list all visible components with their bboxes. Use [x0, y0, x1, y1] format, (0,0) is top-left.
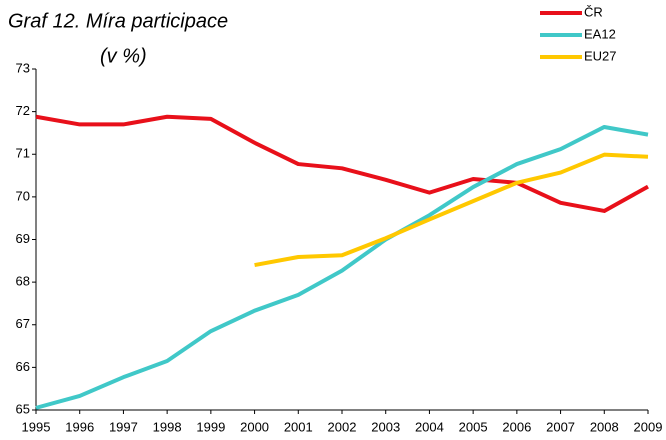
series-line: [35, 124, 649, 410]
x-tick-label: 2004: [415, 419, 444, 434]
x-tick-label: 2003: [371, 419, 400, 434]
x-tick-label: 2007: [546, 419, 575, 434]
x-tick-label: 2009: [634, 419, 663, 434]
x-tick-label: 1996: [65, 419, 94, 434]
x-tick-label: 1998: [153, 419, 182, 434]
x-tick-label: 2008: [590, 419, 619, 434]
y-tick-label: 73: [16, 60, 30, 75]
x-tick-label: 1997: [109, 419, 138, 434]
y-tick-label: 71: [16, 146, 30, 161]
y-tick-label: 67: [16, 316, 30, 331]
legend-label: ČR: [584, 4, 603, 19]
legend-label: EA12: [584, 26, 616, 41]
y-tick-label: 69: [16, 231, 30, 246]
chart-subtitle: (v %): [100, 45, 147, 67]
y-tick-label: 68: [16, 274, 30, 289]
x-tick-label: 1999: [196, 419, 225, 434]
x-tick-label: 2002: [328, 419, 357, 434]
chart-title: Graf 12. Míra participace: [8, 10, 228, 32]
x-tick-label: 2000: [240, 419, 269, 434]
x-tick-label: 2001: [284, 419, 313, 434]
legend-label: EU27: [584, 48, 617, 63]
y-tick-label: 65: [16, 401, 30, 416]
y-tick-label: 66: [16, 359, 30, 374]
series-line: [254, 152, 649, 268]
series-line: [35, 114, 649, 213]
x-tick-label: 2005: [459, 419, 488, 434]
x-tick-label: 2006: [502, 419, 531, 434]
x-tick-label: 1995: [22, 419, 51, 434]
y-tick-label: 70: [16, 188, 30, 203]
y-tick-label: 72: [16, 103, 30, 118]
